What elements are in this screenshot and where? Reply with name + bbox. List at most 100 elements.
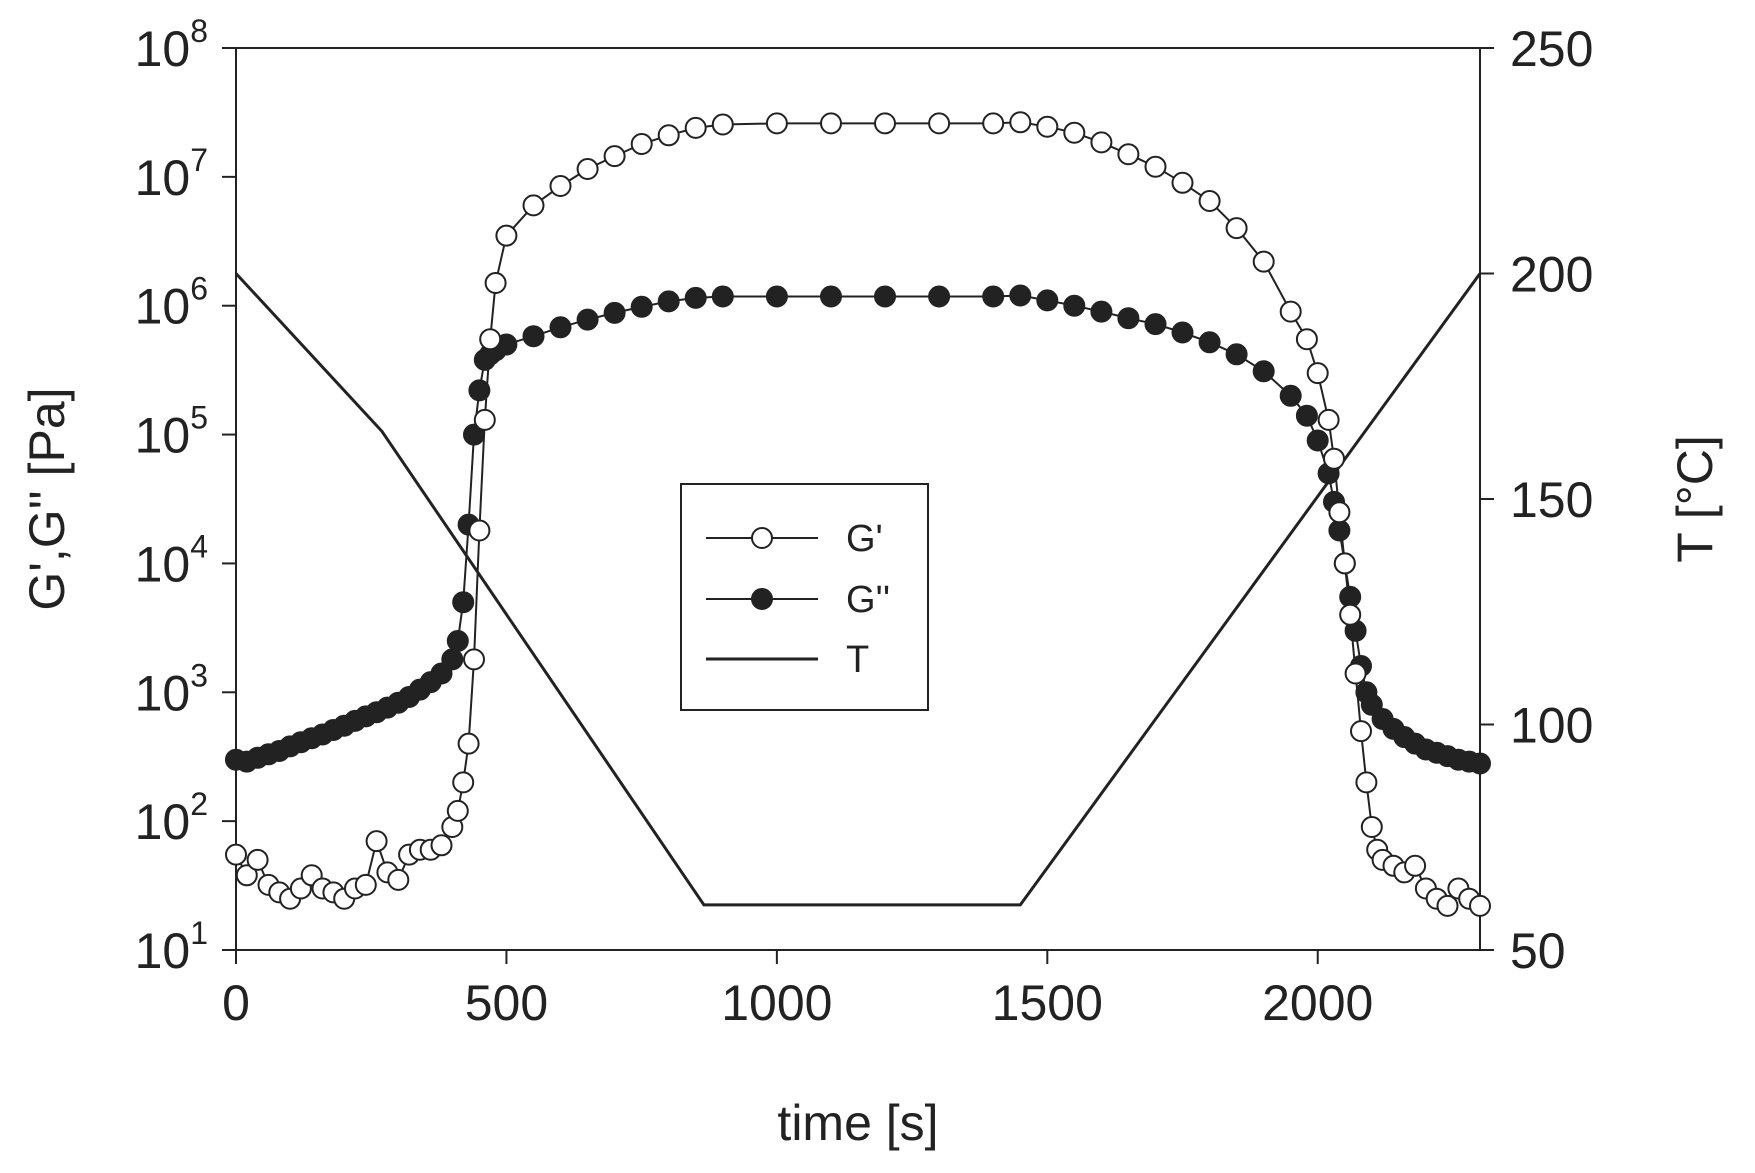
y-tick-label: 108 (135, 13, 208, 77)
g-double-prime-point (1198, 331, 1221, 354)
g-prime-point (484, 272, 507, 294)
g-double-prime-point (576, 308, 599, 331)
g-prime-point (1350, 720, 1372, 743)
g-double-prime-point (1328, 519, 1351, 542)
g-prime-point (387, 868, 410, 891)
g-prime-point (452, 771, 475, 794)
g-prime-point (1328, 501, 1351, 524)
g-double-prime-point (820, 285, 842, 308)
g-double-prime-point (1009, 284, 1032, 307)
g-prime-point (225, 843, 247, 866)
g-double-prime-point (765, 285, 788, 308)
g-prime-point (684, 116, 707, 139)
g-double-prime-point (1469, 752, 1491, 775)
y2-tick-label: 50 (1510, 923, 1566, 979)
y-tick-label: 103 (135, 657, 208, 721)
g-prime-point (630, 133, 653, 155)
series-t (234, 272, 1482, 907)
g-prime-point (1009, 111, 1032, 134)
g-prime-point (1279, 300, 1302, 323)
y2-axis-ticks: 50 100 150 200 250 (1480, 21, 1593, 979)
g-prime-point (576, 158, 599, 180)
g-double-prime-point (1252, 360, 1275, 383)
g-prime-point (982, 112, 1005, 135)
g-prime-point (1339, 603, 1362, 626)
g-prime-point (446, 799, 469, 822)
g-double-prime-point (684, 286, 707, 309)
g-double-prime-point (468, 379, 491, 402)
g-double-prime-point (1225, 343, 1248, 366)
g-double-prime-point (1117, 307, 1140, 330)
g-prime-point (765, 112, 788, 135)
x-axis-title: time [s] (777, 1095, 938, 1151)
g-double-prime-point (1063, 294, 1086, 317)
g-double-prime-point (452, 591, 475, 614)
g-prime-point (1344, 662, 1367, 685)
g-prime-point (495, 224, 518, 247)
g-prime-point (1317, 408, 1340, 431)
legend-box (680, 483, 929, 711)
series-line (235, 121, 1481, 908)
g-double-prime-point (1306, 429, 1329, 452)
g-prime-point (1360, 816, 1383, 838)
g-prime-point (1436, 894, 1459, 917)
g-prime-point (1036, 115, 1059, 138)
g-prime-point (365, 830, 388, 853)
g-prime-point (874, 112, 896, 135)
y-tick-label: 105 (135, 400, 208, 464)
series-g-prime (225, 111, 1491, 917)
g-prime-point (354, 873, 377, 896)
g-prime-point (1171, 171, 1194, 194)
legend-g-prime-label: G' (846, 518, 883, 560)
g-prime-point (820, 112, 842, 135)
g-prime-point (549, 175, 572, 197)
legend-g-double-prime-marker (751, 588, 773, 610)
x-axis-ticks: 0 500 1000 1500 2000 (222, 950, 1373, 1031)
y-axis-ticks: 101 102 103 104 105 106 107 108 (135, 13, 236, 979)
g-prime-point (479, 328, 502, 351)
g-double-prime-point (1295, 404, 1318, 427)
y-tick-label: 104 (135, 528, 208, 592)
legend-g-prime-marker (751, 527, 773, 549)
g-prime-point (1225, 217, 1248, 240)
g-prime-point (603, 145, 626, 168)
g-prime-point (1117, 143, 1140, 166)
g-double-prime-point (928, 285, 951, 308)
g-double-prime-point (1279, 384, 1302, 407)
g-prime-point (1295, 328, 1318, 351)
g-double-prime-point (1090, 300, 1113, 323)
x-tick-label: 2000 (1262, 975, 1373, 1031)
g-prime-point (1469, 894, 1491, 917)
g-double-prime-point (874, 285, 896, 308)
g-double-prime-point (982, 285, 1005, 308)
y-tick-label: 106 (135, 271, 208, 335)
legend: G' G'' T (680, 483, 929, 711)
g-double-prime-point (603, 301, 626, 324)
x-tick-label: 1500 (992, 975, 1103, 1031)
g-prime-point (1144, 155, 1167, 178)
y-tick-label: 102 (135, 786, 208, 850)
y-tick-label: 107 (135, 142, 208, 206)
x-tick-label: 0 (222, 975, 250, 1031)
x-tick-label: 500 (465, 975, 548, 1031)
g-prime-point (1090, 131, 1113, 154)
g-double-prime-point (657, 290, 680, 313)
y2-axis-title: T [°C] (1667, 435, 1723, 562)
series-line (234, 272, 1482, 907)
g-prime-point (246, 848, 269, 871)
y-axis-title: G',G'' [Pa] (19, 387, 75, 610)
g-prime-point (711, 113, 734, 136)
g-double-prime-point (1171, 321, 1194, 344)
g-double-prime-point (549, 316, 572, 339)
g-prime-point (1198, 190, 1221, 212)
g-prime-point (473, 408, 496, 431)
g-prime-point (468, 519, 491, 542)
y2-tick-label: 100 (1510, 698, 1593, 754)
g-double-prime-point (1036, 289, 1059, 312)
g-prime-point (457, 732, 480, 755)
legend-g-double-prime-label: G'' (846, 579, 890, 621)
y2-tick-label: 250 (1510, 21, 1593, 77)
g-double-prime-point (711, 285, 734, 308)
g-prime-point (1333, 552, 1356, 575)
